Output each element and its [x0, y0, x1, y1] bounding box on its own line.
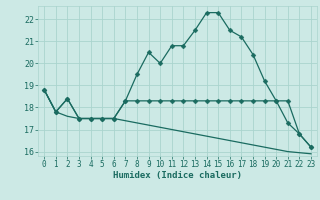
X-axis label: Humidex (Indice chaleur): Humidex (Indice chaleur)	[113, 171, 242, 180]
